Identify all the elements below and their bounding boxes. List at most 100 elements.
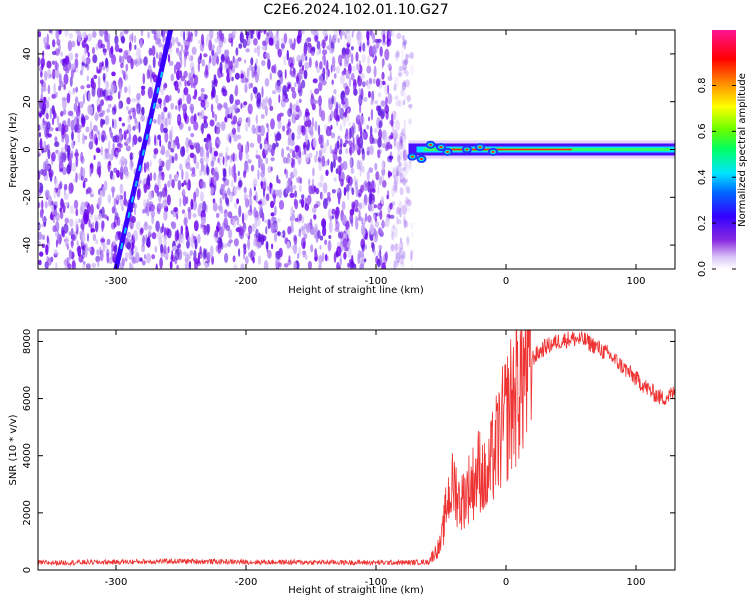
noise-speck [92, 30, 97, 39]
noise-speck [278, 179, 281, 184]
noise-speck [170, 148, 174, 153]
noise-speck [169, 94, 172, 102]
noise-speck [76, 240, 79, 247]
noise-speck [402, 133, 407, 140]
noise-speck [327, 191, 331, 198]
noise-speck [318, 106, 322, 118]
noise-speck [102, 90, 106, 97]
noise-speck [265, 96, 268, 104]
noise-speck [143, 56, 148, 66]
noise-speck [362, 42, 366, 52]
noise-speck [298, 150, 302, 158]
noise-speck [112, 175, 115, 181]
noise-speck [50, 30, 53, 35]
noise-speck [289, 62, 294, 70]
noise-speck [179, 163, 183, 171]
noise-speck [169, 260, 173, 269]
noise-speck [396, 207, 400, 215]
noise-speck [283, 55, 287, 66]
noise-speck [332, 65, 336, 72]
noise-speck [381, 221, 386, 228]
noise-speck [56, 115, 60, 126]
noise-speck [328, 220, 333, 233]
spectrogram-y-tick-label: -40 [22, 237, 33, 253]
noise-speck [270, 212, 275, 217]
noise-speck [301, 125, 306, 136]
noise-speck [95, 220, 99, 233]
noise-speck [58, 73, 62, 86]
noise-speck [395, 120, 401, 131]
noise-speck [396, 171, 400, 177]
noise-speck [41, 243, 46, 248]
noise-speck [258, 203, 262, 212]
noise-speck [159, 150, 165, 155]
noise-speck [378, 245, 383, 250]
noise-speck [363, 97, 368, 102]
noise-speck [247, 238, 251, 250]
noise-speck [242, 38, 247, 49]
noise-speck [140, 30, 144, 37]
noise-speck [252, 251, 256, 257]
noise-speck [47, 84, 51, 95]
noise-speck [398, 100, 403, 108]
noise-speck [400, 137, 405, 144]
noise-speck [203, 53, 208, 58]
noise-speck [396, 216, 399, 225]
noise-speck [403, 91, 408, 101]
noise-speck [82, 133, 85, 145]
noise-speck [185, 171, 189, 183]
noise-speck [75, 86, 78, 93]
noise-speck [90, 120, 92, 132]
noise-speck [197, 61, 201, 72]
noise-speck [324, 160, 328, 167]
noise-speck [185, 161, 191, 170]
noise-speck [75, 96, 79, 104]
noise-speck [244, 163, 250, 173]
noise-speck [125, 145, 131, 152]
noise-speck [150, 204, 156, 212]
noise-speck [319, 174, 324, 183]
noise-speck [45, 100, 50, 109]
noise-speck [191, 172, 196, 177]
noise-speck [170, 102, 175, 110]
noise-speck [291, 43, 296, 51]
noise-speck [144, 221, 148, 227]
noise-speck [375, 171, 380, 181]
noise-speck [116, 147, 122, 153]
noise-speck [358, 45, 362, 52]
noise-speck [159, 257, 163, 269]
noise-speck [91, 189, 94, 195]
noise-speck [372, 58, 376, 64]
noise-speck [281, 147, 285, 159]
noise-speck [287, 108, 292, 118]
noise-speck [244, 194, 250, 199]
noise-speck [70, 240, 74, 247]
noise-speck [294, 199, 299, 210]
noise-speck [126, 129, 129, 135]
noise-speck [129, 159, 134, 171]
noise-speck [220, 183, 225, 193]
noise-speck [389, 214, 395, 219]
noise-speck [232, 255, 236, 263]
carrier-blob-peak [410, 155, 414, 158]
noise-speck [314, 88, 320, 95]
noise-speck [296, 176, 300, 183]
noise-speck [320, 110, 326, 122]
noise-speck [64, 133, 70, 145]
noise-speck [261, 212, 265, 222]
noise-speck [338, 164, 342, 176]
noise-speck [220, 121, 226, 131]
noise-speck [360, 115, 365, 126]
noise-speck [108, 140, 111, 152]
noise-speck [54, 48, 60, 56]
noise-speck [100, 238, 106, 243]
noise-speck [98, 165, 101, 178]
noise-speck [358, 188, 363, 197]
noise-speck [69, 76, 73, 87]
noise-speck [88, 140, 94, 150]
noise-speck [375, 78, 381, 87]
noise-speck [113, 119, 117, 130]
noise-speck [398, 65, 404, 72]
noise-speck [344, 54, 350, 65]
noise-speck [87, 247, 92, 252]
